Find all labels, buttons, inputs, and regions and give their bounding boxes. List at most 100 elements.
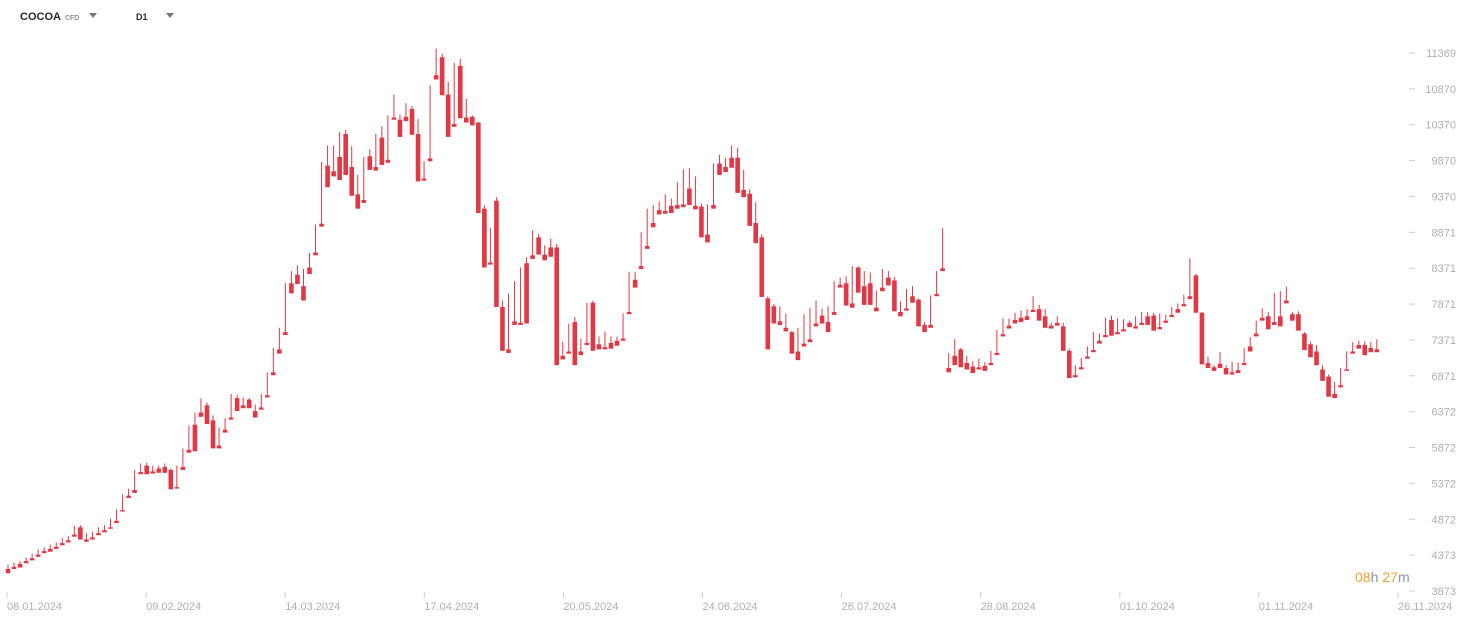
- candle[interactable]: [264, 372, 270, 398]
- candle[interactable]: [23, 557, 29, 564]
- candle[interactable]: [1253, 320, 1259, 337]
- candle[interactable]: [789, 330, 795, 354]
- candle[interactable]: [1151, 312, 1156, 331]
- candle[interactable]: [355, 174, 361, 209]
- candle[interactable]: [373, 134, 379, 171]
- candle[interactable]: [922, 322, 927, 333]
- candle[interactable]: [174, 465, 180, 489]
- candle[interactable]: [825, 306, 831, 333]
- candle[interactable]: [216, 427, 222, 449]
- candle[interactable]: [391, 94, 397, 120]
- candle[interactable]: [1157, 313, 1163, 330]
- candle[interactable]: [1006, 318, 1012, 329]
- candle[interactable]: [662, 194, 668, 214]
- candle[interactable]: [717, 154, 722, 175]
- timeframe-selector[interactable]: D1: [136, 12, 174, 22]
- candle[interactable]: [584, 302, 590, 346]
- candle[interactable]: [168, 468, 174, 490]
- candle[interactable]: [1060, 322, 1066, 351]
- candle[interactable]: [1350, 342, 1355, 354]
- candle[interactable]: [940, 228, 945, 272]
- candle[interactable]: [494, 197, 499, 307]
- candle[interactable]: [379, 126, 385, 165]
- candle[interactable]: [554, 243, 560, 366]
- candle[interactable]: [596, 336, 602, 350]
- candle[interactable]: [1079, 357, 1084, 370]
- candle[interactable]: [1278, 291, 1283, 327]
- candle[interactable]: [898, 301, 903, 317]
- candle[interactable]: [759, 234, 765, 297]
- candle[interactable]: [210, 415, 216, 449]
- candle[interactable]: [234, 394, 240, 412]
- candle[interactable]: [1247, 337, 1253, 352]
- candle[interactable]: [1362, 341, 1368, 356]
- candle[interactable]: [277, 327, 282, 354]
- candle[interactable]: [632, 271, 638, 288]
- candle[interactable]: [536, 233, 541, 255]
- candle[interactable]: [952, 339, 958, 366]
- chevron-down-icon[interactable]: [165, 12, 174, 18]
- candle[interactable]: [711, 163, 716, 209]
- candle[interactable]: [439, 53, 445, 96]
- candle[interactable]: [669, 198, 674, 213]
- candle[interactable]: [1175, 303, 1181, 313]
- candle[interactable]: [144, 462, 149, 475]
- candle[interactable]: [361, 156, 367, 203]
- candle[interactable]: [343, 129, 348, 175]
- candle[interactable]: [910, 286, 915, 303]
- candle[interactable]: [409, 106, 415, 135]
- candle[interactable]: [1326, 374, 1331, 397]
- candle[interactable]: [313, 224, 318, 256]
- candle[interactable]: [126, 488, 131, 498]
- candle[interactable]: [1012, 312, 1018, 324]
- candle[interactable]: [1097, 333, 1102, 344]
- candle[interactable]: [1320, 365, 1325, 381]
- candle[interactable]: [1235, 362, 1241, 374]
- candle[interactable]: [1181, 294, 1187, 307]
- candle[interactable]: [41, 547, 47, 554]
- candle[interactable]: [747, 189, 752, 226]
- candle[interactable]: [753, 202, 759, 244]
- candle[interactable]: [699, 203, 704, 238]
- candle[interactable]: [252, 404, 258, 418]
- candle[interactable]: [602, 331, 608, 350]
- candle[interactable]: [283, 283, 288, 335]
- candle[interactable]: [886, 271, 891, 286]
- candle[interactable]: [976, 358, 982, 370]
- candle[interactable]: [928, 295, 933, 328]
- candle[interactable]: [1259, 308, 1265, 321]
- candle[interactable]: [771, 304, 777, 324]
- candle[interactable]: [916, 298, 921, 327]
- candle[interactable]: [1302, 332, 1307, 351]
- candle[interactable]: [415, 118, 421, 182]
- candle[interactable]: [192, 412, 198, 452]
- candle[interactable]: [1115, 318, 1120, 335]
- candle[interactable]: [1018, 310, 1024, 323]
- candle[interactable]: [970, 361, 976, 374]
- candle[interactable]: [1332, 381, 1337, 399]
- candle[interactable]: [1133, 316, 1138, 329]
- candle[interactable]: [964, 355, 970, 370]
- candle[interactable]: [240, 397, 246, 409]
- candle[interactable]: [1091, 332, 1096, 353]
- candle[interactable]: [1163, 314, 1169, 323]
- candle[interactable]: [1036, 304, 1042, 321]
- candle[interactable]: [608, 336, 614, 349]
- candle[interactable]: [1211, 365, 1217, 371]
- candle[interactable]: [1374, 339, 1380, 353]
- candle[interactable]: [675, 182, 680, 209]
- candle[interactable]: [1187, 258, 1193, 300]
- candle[interactable]: [614, 336, 620, 346]
- candle[interactable]: [1229, 361, 1235, 375]
- candle[interactable]: [421, 161, 427, 181]
- candle[interactable]: [403, 103, 409, 122]
- candle[interactable]: [301, 268, 306, 301]
- candle[interactable]: [1344, 351, 1349, 371]
- candle[interactable]: [451, 62, 457, 127]
- candle[interactable]: [512, 281, 517, 325]
- candle[interactable]: [138, 463, 143, 475]
- candle[interactable]: [29, 553, 35, 561]
- candle[interactable]: [319, 162, 324, 227]
- candle[interactable]: [90, 531, 95, 540]
- candle[interactable]: [271, 347, 276, 376]
